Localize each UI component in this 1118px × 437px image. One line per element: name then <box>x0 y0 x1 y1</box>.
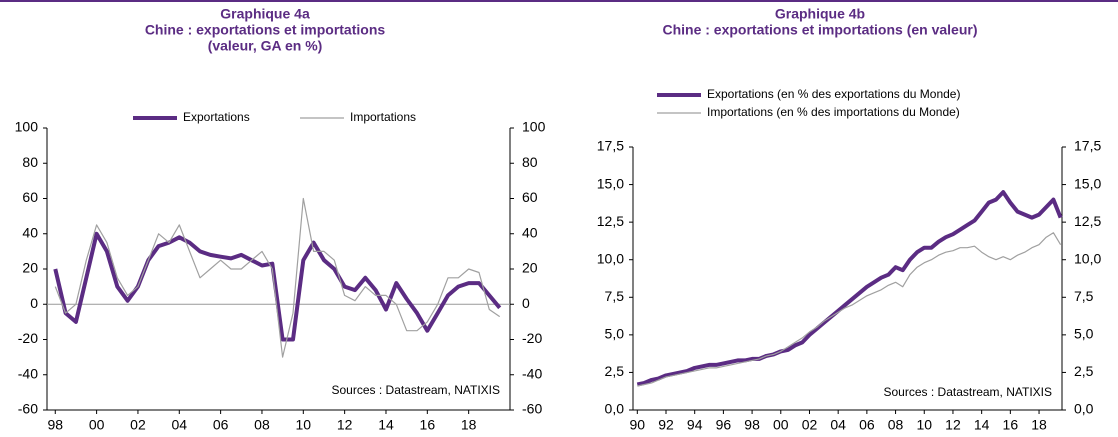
x-tick-label: 08 <box>888 417 904 433</box>
y2-tick-label: 20 <box>522 260 538 276</box>
series-line <box>53 231 502 342</box>
y-tick-label: 0,0 <box>605 401 625 417</box>
y2-tick-label: 10,0 <box>1074 250 1101 266</box>
x-tick-label: 10 <box>296 417 312 433</box>
y-tick-label: 20 <box>22 260 38 276</box>
y-tick-label: 100 <box>15 119 39 135</box>
x-tick-label: 00 <box>89 417 105 433</box>
annotation: Sources : Datastream, NATIXIS <box>332 383 501 397</box>
annotation: Sources : Datastream, NATIXIS <box>884 385 1053 399</box>
y2-tick-label: 40 <box>522 224 538 240</box>
x-tick-label: 92 <box>658 417 674 433</box>
x-tick-label: 14 <box>378 417 394 433</box>
x-tick-label: 14 <box>974 417 990 433</box>
chart-subtitle: (valeur, GA en %) <box>208 38 323 54</box>
y-tick-label: 40 <box>22 224 38 240</box>
x-tick-label: 94 <box>687 417 703 433</box>
x-tick-label: 98 <box>744 417 760 433</box>
legend-label: Importations <box>350 110 416 124</box>
y2-tick-label: 60 <box>522 189 538 205</box>
y-tick-label: -60 <box>18 401 38 417</box>
y2-tick-label: 0 <box>522 295 530 311</box>
x-tick-label: 18 <box>461 417 477 433</box>
series-line <box>637 232 1062 387</box>
y-tick-label: 12,5 <box>597 213 624 229</box>
y-tick-label: 60 <box>22 189 38 205</box>
x-tick-label: 12 <box>337 417 353 433</box>
x-tick-label: 90 <box>630 417 646 433</box>
y2-tick-label: 17,5 <box>1074 138 1101 154</box>
y-tick-label: 10,0 <box>597 250 624 266</box>
y2-tick-label: 2,5 <box>1074 363 1094 379</box>
y2-tick-label: 15,0 <box>1074 175 1101 191</box>
y2-tick-label: -20 <box>522 330 542 346</box>
series-line <box>636 190 1063 387</box>
x-tick-label: 96 <box>716 417 732 433</box>
y2-tick-label: 80 <box>522 154 538 170</box>
y-tick-label: -40 <box>18 365 38 381</box>
chart-subtitle: Chine : exportations et importations <box>145 22 386 38</box>
chart-title: Graphique 4a <box>220 6 310 22</box>
y2-tick-label: 0,0 <box>1074 401 1094 417</box>
chart-subtitle: Chine : exportations et importations (en… <box>662 22 977 38</box>
y2-tick-label: -60 <box>522 401 542 417</box>
x-tick-label: 08 <box>254 417 270 433</box>
x-tick-label: 00 <box>773 417 789 433</box>
legend-label: Importations (en % des importations du M… <box>707 105 960 119</box>
chart-title: Graphique 4b <box>775 6 865 22</box>
y-tick-label: 7,5 <box>605 288 625 304</box>
x-tick-label: 02 <box>130 417 146 433</box>
y2-tick-label: 12,5 <box>1074 213 1101 229</box>
x-tick-label: 16 <box>420 417 436 433</box>
series-line <box>54 197 501 358</box>
y-tick-label: 2,5 <box>605 363 625 379</box>
y-tick-label: 15,0 <box>597 175 624 191</box>
x-tick-label: 06 <box>213 417 229 433</box>
x-tick-label: 10 <box>916 417 932 433</box>
legend-label: Exportations (en % des exportations du M… <box>707 87 960 101</box>
x-tick-label: 02 <box>802 417 818 433</box>
y-tick-label: 0 <box>30 295 38 311</box>
x-tick-label: 06 <box>859 417 875 433</box>
y-tick-label: 17,5 <box>597 138 624 154</box>
y-tick-label: -20 <box>18 330 38 346</box>
x-tick-label: 12 <box>945 417 961 433</box>
y2-tick-label: -40 <box>522 365 542 381</box>
x-tick-label: 18 <box>1031 417 1047 433</box>
y-tick-label: 5,0 <box>605 326 625 342</box>
x-tick-label: 04 <box>830 417 846 433</box>
x-tick-label: 98 <box>47 417 63 433</box>
y2-tick-label: 5,0 <box>1074 326 1094 342</box>
y2-tick-label: 7,5 <box>1074 288 1094 304</box>
x-tick-label: 04 <box>171 417 187 433</box>
y2-tick-label: 100 <box>522 119 546 135</box>
x-tick-label: 16 <box>1003 417 1019 433</box>
legend-label: Exportations <box>183 110 250 124</box>
y-tick-label: 80 <box>22 154 38 170</box>
